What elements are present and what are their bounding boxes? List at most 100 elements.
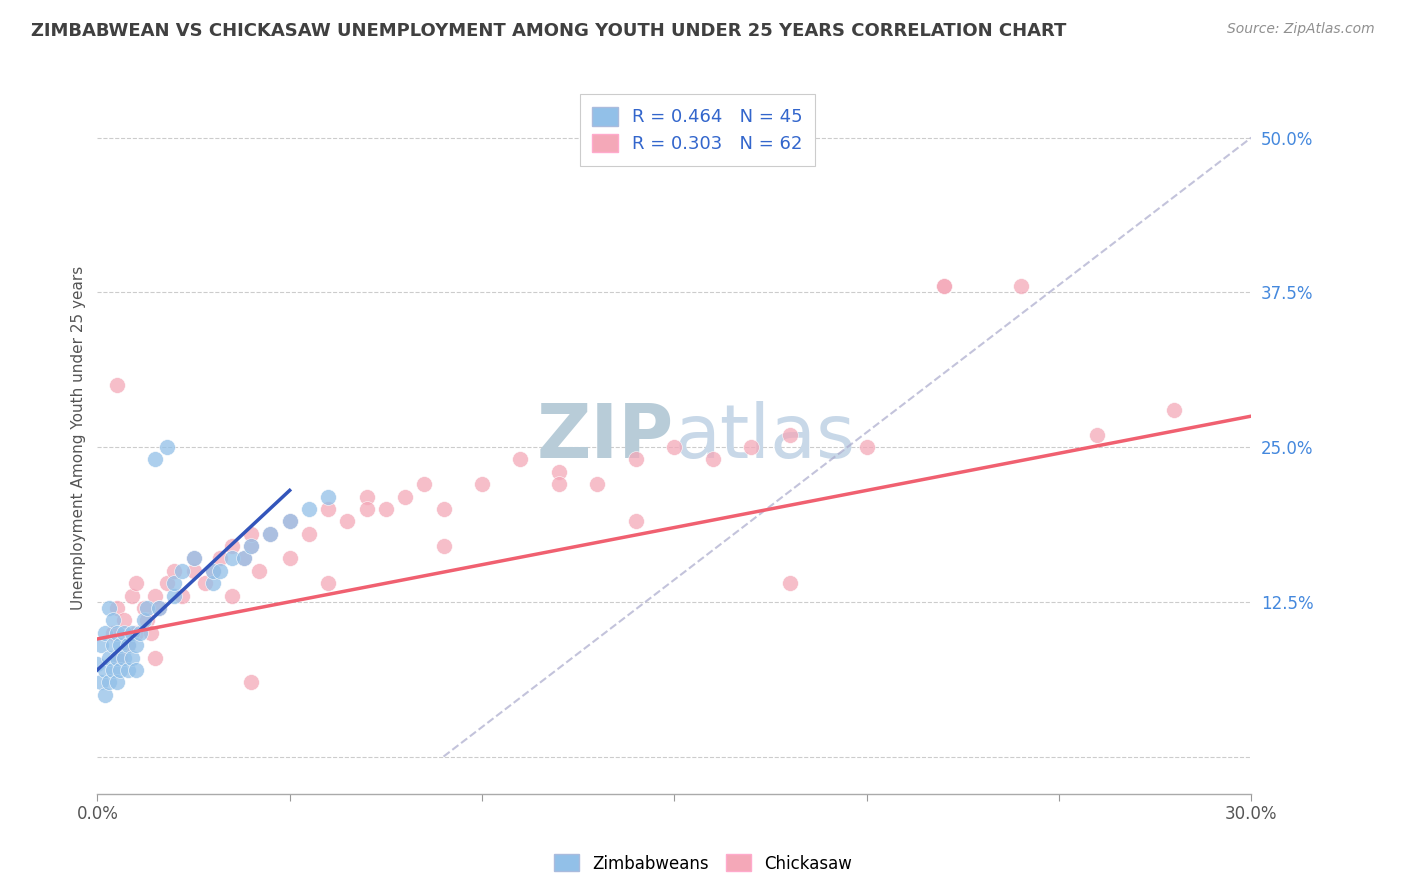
Point xyxy=(105,378,128,392)
Point xyxy=(221,551,243,566)
Point xyxy=(201,576,224,591)
Point xyxy=(148,601,170,615)
Point xyxy=(336,514,359,528)
Point xyxy=(374,502,396,516)
Point xyxy=(298,502,321,516)
Point xyxy=(740,440,762,454)
Text: Source: ZipAtlas.com: Source: ZipAtlas.com xyxy=(1227,22,1375,37)
Point xyxy=(232,551,254,566)
Point xyxy=(128,625,150,640)
Point xyxy=(105,675,128,690)
Point xyxy=(548,465,571,479)
Point xyxy=(90,638,112,652)
Point xyxy=(163,589,186,603)
Point xyxy=(548,477,571,491)
Point xyxy=(779,576,801,591)
Point xyxy=(221,589,243,603)
Point xyxy=(125,625,148,640)
Point xyxy=(278,514,301,528)
Point xyxy=(855,440,877,454)
Point xyxy=(240,539,263,553)
Point xyxy=(702,452,724,467)
Point xyxy=(170,589,193,603)
Legend: Zimbabweans, Chickasaw: Zimbabweans, Chickasaw xyxy=(547,847,859,880)
Point xyxy=(586,477,609,491)
Point xyxy=(170,564,193,578)
Point xyxy=(125,663,148,677)
Point xyxy=(259,526,281,541)
Point xyxy=(97,650,120,665)
Point xyxy=(94,663,117,677)
Point xyxy=(240,526,263,541)
Point xyxy=(110,663,132,677)
Point xyxy=(117,638,139,652)
Point xyxy=(143,589,166,603)
Point xyxy=(240,675,263,690)
Point xyxy=(105,601,128,615)
Point xyxy=(356,490,378,504)
Point xyxy=(112,613,135,627)
Point xyxy=(413,477,436,491)
Point xyxy=(316,502,339,516)
Point xyxy=(298,526,321,541)
Point xyxy=(148,601,170,615)
Point xyxy=(155,440,177,454)
Point xyxy=(136,613,159,627)
Point xyxy=(90,675,112,690)
Point xyxy=(201,564,224,578)
Point xyxy=(94,625,117,640)
Point xyxy=(163,564,186,578)
Point xyxy=(624,452,647,467)
Point xyxy=(97,675,120,690)
Point xyxy=(779,427,801,442)
Y-axis label: Unemployment Among Youth under 25 years: Unemployment Among Youth under 25 years xyxy=(72,266,86,610)
Point xyxy=(136,601,159,615)
Point xyxy=(356,502,378,516)
Point xyxy=(101,638,124,652)
Point xyxy=(509,452,531,467)
Point xyxy=(232,551,254,566)
Point xyxy=(209,564,232,578)
Point xyxy=(240,539,263,553)
Point xyxy=(183,551,205,566)
Point xyxy=(101,625,124,640)
Point xyxy=(110,638,132,652)
Point xyxy=(316,576,339,591)
Point xyxy=(117,663,139,677)
Point xyxy=(125,638,148,652)
Point xyxy=(112,650,135,665)
Point xyxy=(278,514,301,528)
Point xyxy=(97,601,120,615)
Point xyxy=(932,279,955,293)
Point xyxy=(209,551,232,566)
Point xyxy=(121,589,143,603)
Point xyxy=(143,452,166,467)
Point xyxy=(194,576,217,591)
Point xyxy=(183,551,205,566)
Point xyxy=(143,650,166,665)
Point xyxy=(112,625,135,640)
Point xyxy=(1163,403,1185,417)
Point xyxy=(155,576,177,591)
Point xyxy=(221,539,243,553)
Point xyxy=(101,613,124,627)
Point xyxy=(316,490,339,504)
Point xyxy=(394,490,416,504)
Legend: R = 0.464   N = 45, R = 0.303   N = 62: R = 0.464 N = 45, R = 0.303 N = 62 xyxy=(579,95,815,166)
Text: ZIP: ZIP xyxy=(537,401,675,475)
Point xyxy=(94,688,117,702)
Point xyxy=(1087,427,1109,442)
Point xyxy=(278,551,301,566)
Point xyxy=(201,564,224,578)
Point xyxy=(105,650,128,665)
Point xyxy=(1010,279,1032,293)
Point xyxy=(183,564,205,578)
Point xyxy=(132,601,155,615)
Point xyxy=(101,663,124,677)
Point xyxy=(432,502,454,516)
Point xyxy=(86,657,108,671)
Point xyxy=(432,539,454,553)
Point xyxy=(121,625,143,640)
Point xyxy=(163,576,186,591)
Point xyxy=(932,279,955,293)
